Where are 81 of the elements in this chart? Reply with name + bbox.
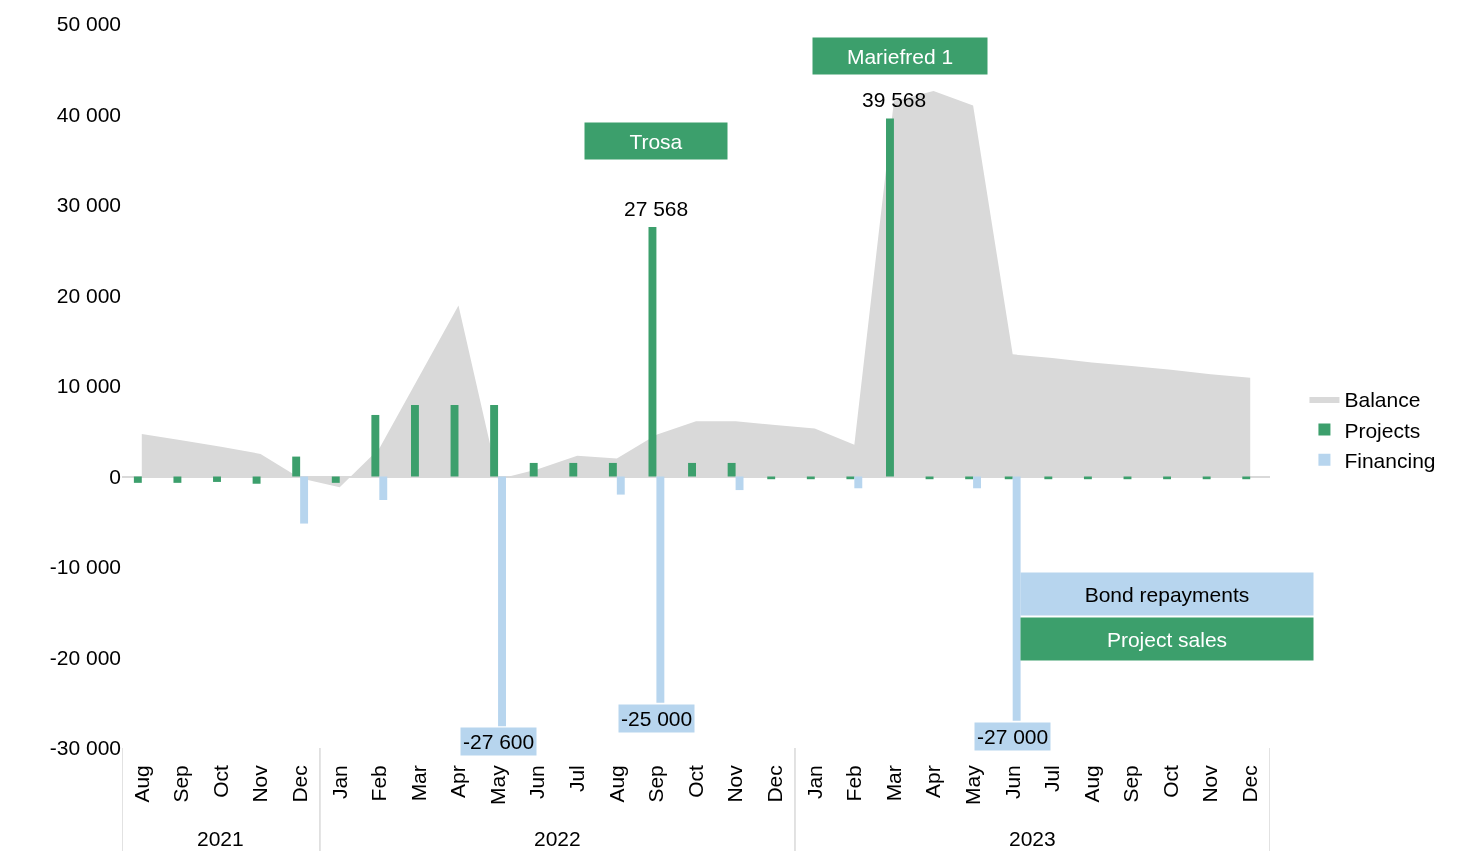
annotation: Project sales <box>1106 627 1228 651</box>
y-tick-label: 50 000 <box>56 12 121 36</box>
x-tick-label: Sep <box>169 765 193 803</box>
label-box: Mariefred 1 <box>812 37 988 75</box>
x-tick-label: Dec <box>762 765 786 803</box>
bar <box>410 405 419 477</box>
data-label: -25 000 <box>621 707 693 730</box>
legend-label: Financing <box>1344 448 1436 472</box>
data-label: 39 568 <box>862 88 927 111</box>
text: 2021 <box>197 827 244 850</box>
x-tick-label: Jul <box>1040 765 1064 793</box>
x-tick-label: Apr <box>921 765 945 798</box>
bar <box>854 476 863 489</box>
x-tick-label: Jun <box>1000 765 1024 800</box>
legend-label: Projects <box>1344 418 1421 442</box>
y-tick-label: 20 000 <box>56 283 121 307</box>
x-tick-label: Jul <box>565 765 589 793</box>
label-box: Trosa <box>584 122 728 160</box>
y-tick-label: 0 <box>109 464 121 488</box>
x-tick-label: Nov <box>723 764 747 803</box>
x-tick-label: Jan <box>802 765 826 800</box>
x-tick-label: Mar <box>881 765 905 802</box>
x-tick-label: Oct <box>683 765 707 798</box>
y-tick-label: 40 000 <box>56 102 121 126</box>
x-tick-label: Jan <box>327 765 351 800</box>
bar <box>371 414 380 477</box>
x-tick-label: Apr <box>446 765 470 798</box>
x-tick-label: May <box>485 764 509 805</box>
x-tick-label: Feb <box>367 765 391 802</box>
annotation: Bond repayments <box>1084 582 1250 606</box>
bar <box>173 476 182 483</box>
bar <box>727 462 736 477</box>
bar <box>1012 476 1021 721</box>
x-tick-label: Aug <box>129 765 153 803</box>
x-tick-label: Nov <box>248 764 272 803</box>
y-tick-label: -20 000 <box>49 645 121 669</box>
text: 2022 <box>534 827 581 850</box>
label-box: Project sales <box>1020 617 1314 661</box>
x-tick-label: Jun <box>525 765 549 800</box>
data-label: -27 000 <box>977 725 1049 748</box>
y-tick-label: -10 000 <box>49 555 121 579</box>
x-tick-label: Feb <box>842 765 866 802</box>
bar <box>133 476 142 483</box>
bar <box>379 476 388 501</box>
x-tick-label: Sep <box>644 765 668 803</box>
bar <box>735 476 744 491</box>
bar <box>656 476 665 703</box>
x-tick-label: Aug <box>1079 765 1103 803</box>
x-tick-label: Oct <box>208 765 232 798</box>
x-tick-label: May <box>960 764 984 805</box>
bar <box>529 462 538 477</box>
bar <box>973 476 982 489</box>
bar <box>300 476 309 524</box>
bar <box>608 462 617 477</box>
bar <box>688 462 696 477</box>
y-tick-label: 10 000 <box>56 374 121 398</box>
y-tick-label: 30 000 <box>56 193 121 217</box>
data-label: 27 568 <box>624 197 689 220</box>
x-tick-label: Oct <box>1158 765 1182 798</box>
x-tick-label: Sep <box>1119 765 1143 803</box>
bar <box>252 476 261 484</box>
bar <box>292 456 301 477</box>
x-tick-label: Mar <box>406 765 430 802</box>
bar <box>498 476 506 727</box>
bar <box>569 462 578 477</box>
bar <box>213 476 221 482</box>
bar <box>331 476 340 483</box>
x-tick-label: Dec <box>287 765 311 803</box>
x-tick-label: Nov <box>1198 764 1222 803</box>
bar <box>616 476 625 495</box>
x-tick-label: Aug <box>604 765 628 803</box>
text: 2023 <box>1009 827 1056 850</box>
legend-label: Balance <box>1344 388 1421 412</box>
annotation: Mariefred 1 <box>846 44 954 68</box>
bar <box>886 118 894 477</box>
bar <box>490 405 499 477</box>
annotation: Trosa <box>629 129 683 153</box>
label-box: Bond repayments <box>1020 572 1314 616</box>
x-tick-label: Dec <box>1238 765 1262 803</box>
y-tick-label: -30 000 <box>49 736 121 760</box>
data-label: -27 600 <box>463 730 535 753</box>
